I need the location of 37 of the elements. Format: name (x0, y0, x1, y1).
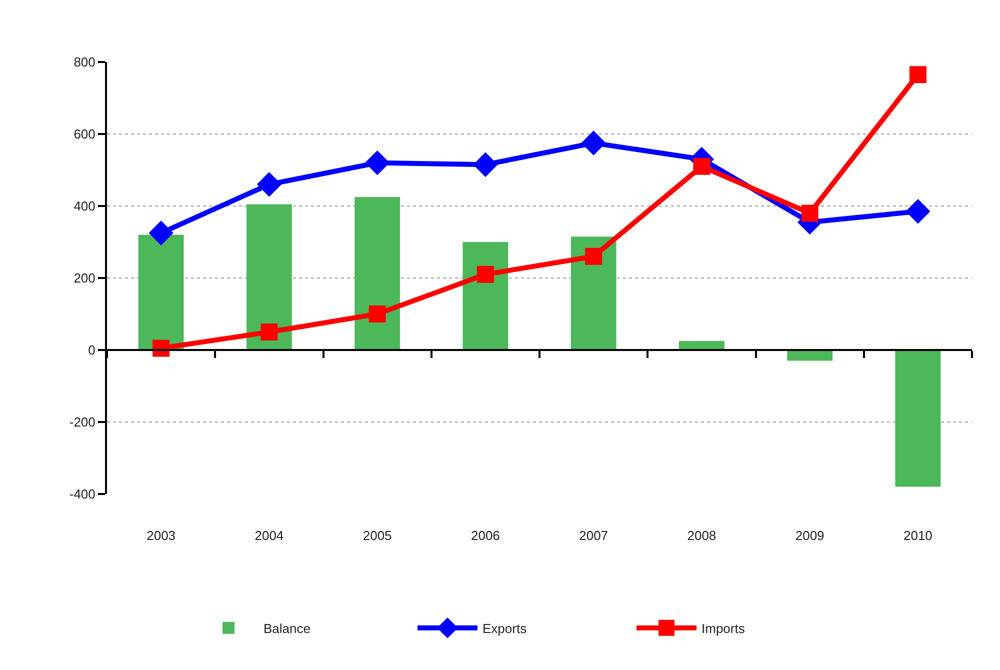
y-tick-label: 600 (74, 126, 96, 142)
x-tick-label: 2009 (795, 528, 824, 543)
bar (354, 197, 400, 350)
bar (138, 234, 184, 350)
point (148, 220, 174, 246)
point (909, 66, 926, 84)
point (260, 324, 278, 340)
x-tick-label: 2005 (362, 528, 392, 543)
point (368, 306, 386, 322)
legend-label: Imports (702, 620, 746, 636)
legend-label: Balance (264, 620, 310, 636)
x-tick-label: 2007 (579, 528, 608, 543)
point (693, 158, 710, 175)
point (585, 248, 602, 265)
y-tick-label: 800 (74, 54, 96, 70)
x-tick-label: 2004 (254, 528, 284, 543)
bar (462, 242, 508, 350)
legend-label: Exports (482, 620, 528, 636)
x-tick-label: 2008 (687, 528, 716, 543)
x-tick-label: 2006 (470, 528, 500, 543)
y-tick-label: -200 (69, 414, 96, 430)
y-tick-label: 200 (74, 270, 96, 286)
point (256, 172, 282, 197)
point (801, 204, 818, 222)
bar (570, 236, 616, 350)
bar (895, 350, 941, 487)
bar (246, 204, 292, 350)
point (476, 266, 494, 283)
point (581, 130, 606, 156)
bar (787, 350, 833, 361)
x-tick-label: 2003 (146, 528, 176, 543)
x-tick-label: 2010 (903, 528, 932, 543)
point (473, 152, 498, 177)
y-tick-label: 0 (88, 342, 96, 358)
point (906, 199, 930, 224)
y-tick-label: 400 (74, 198, 96, 214)
y-tick-label: -400 (69, 486, 96, 502)
